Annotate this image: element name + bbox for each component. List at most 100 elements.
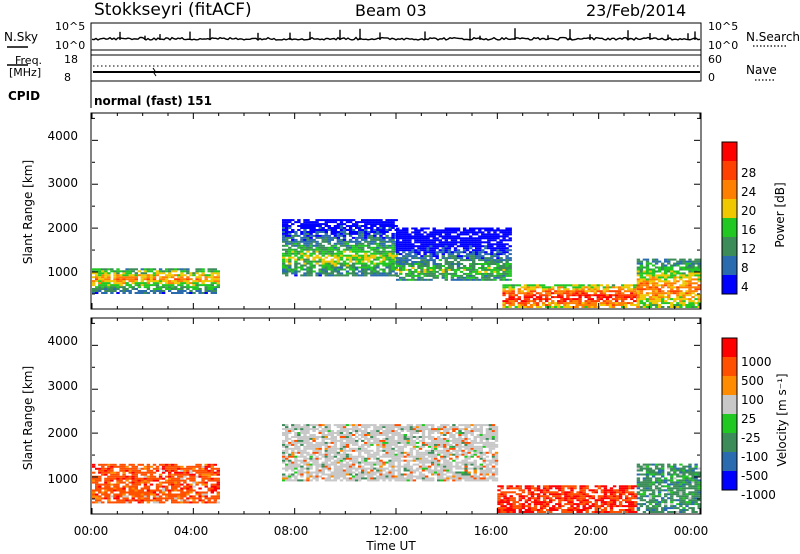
power-cell (402, 261, 406, 263)
power-cell (545, 286, 549, 289)
velocity-cell (330, 475, 334, 478)
velocity-cell (461, 451, 465, 454)
power-cell (107, 284, 111, 287)
velocity-cell (455, 473, 459, 476)
velocity-cell (385, 477, 389, 480)
velocity-cell (327, 453, 331, 456)
velocity-cell (391, 443, 395, 446)
velocity-cell (421, 436, 426, 438)
power-cell (505, 233, 509, 236)
power-cell (676, 264, 680, 267)
velocity-cell (431, 457, 435, 460)
power-cell (651, 278, 656, 281)
velocity-cell (342, 424, 347, 427)
power-cell (636, 290, 641, 293)
power-cell (490, 227, 494, 230)
power-cell (391, 219, 395, 222)
velocity-cell (183, 471, 187, 474)
velocity-cell (342, 436, 347, 438)
power-cell (587, 298, 591, 301)
power-cell (333, 256, 338, 259)
velocity-cell (204, 501, 208, 504)
power-cell (496, 261, 500, 263)
power-cell (563, 292, 567, 295)
velocity-cell (348, 473, 353, 476)
power-cell (426, 278, 430, 281)
velocity-cell (336, 459, 341, 462)
velocity-cell (385, 461, 389, 464)
velocity-cell (158, 477, 163, 480)
power-cell (667, 296, 671, 299)
power-cell (137, 282, 141, 285)
velocity-cell (400, 477, 404, 480)
power-cell (324, 240, 328, 243)
power-cell (122, 274, 126, 277)
velocity-cell (210, 477, 214, 480)
velocity-cell (449, 461, 453, 464)
power-cell (358, 270, 362, 273)
velocity-cell (467, 473, 471, 476)
power-cell (572, 306, 576, 308)
power-cell (411, 231, 415, 234)
velocity-cell (321, 469, 325, 472)
power-cell (355, 266, 359, 269)
velocity-cell (210, 491, 214, 494)
velocity-cell (101, 469, 105, 472)
velocity-cell (339, 432, 344, 434)
velocity-cell (161, 497, 166, 500)
velocity-cell (446, 467, 450, 470)
power-cell (321, 260, 325, 263)
power-cell (345, 242, 350, 245)
velocity-cell (348, 471, 353, 474)
power-cell (426, 233, 430, 236)
power-cell (367, 231, 371, 233)
velocity-cell (155, 483, 160, 486)
velocity-cell (174, 463, 178, 466)
velocity-cell (315, 475, 319, 478)
velocity-cell (140, 499, 144, 502)
power-cell (651, 272, 656, 275)
power-cell (333, 262, 338, 265)
power-cell (309, 262, 313, 265)
power-cell (318, 264, 322, 267)
power-cell (306, 242, 310, 245)
velocity-cell (297, 451, 301, 454)
velocity-cell (351, 437, 356, 440)
velocity-cell (452, 459, 456, 462)
velocity-cell (192, 489, 196, 492)
power-cell (321, 272, 325, 275)
velocity-cell (345, 445, 350, 448)
velocity-cell (376, 445, 380, 448)
power-cell (391, 246, 395, 249)
velocity-cell (358, 467, 362, 470)
velocity-cell (155, 489, 160, 492)
power-cell (134, 272, 138, 275)
power-cell (621, 296, 625, 299)
velocity-cell (312, 445, 316, 448)
power-cell (297, 258, 301, 261)
velocity-cell (397, 463, 401, 466)
power-cell (306, 266, 310, 269)
velocity-cell (406, 441, 410, 444)
power-cell (490, 272, 494, 275)
power-cell (444, 247, 448, 250)
velocity-cell (180, 467, 184, 470)
power-cell (551, 288, 555, 291)
velocity-cell (104, 493, 108, 496)
power-cell (327, 236, 331, 239)
power-cell (444, 268, 448, 271)
power-cell (605, 284, 610, 287)
velocity-cell (189, 469, 193, 472)
power-cell (414, 253, 418, 256)
velocity-cell (285, 434, 289, 436)
power-cell (402, 231, 406, 234)
power-cell (285, 270, 289, 273)
velocity-cell (458, 439, 462, 442)
power-cell (399, 265, 403, 267)
power-cell (447, 233, 452, 236)
velocity-cell (431, 459, 435, 462)
velocity-cell (437, 439, 441, 442)
velocity-cell (165, 493, 169, 496)
velocity-cell (391, 471, 395, 474)
velocity-cell (461, 459, 465, 462)
